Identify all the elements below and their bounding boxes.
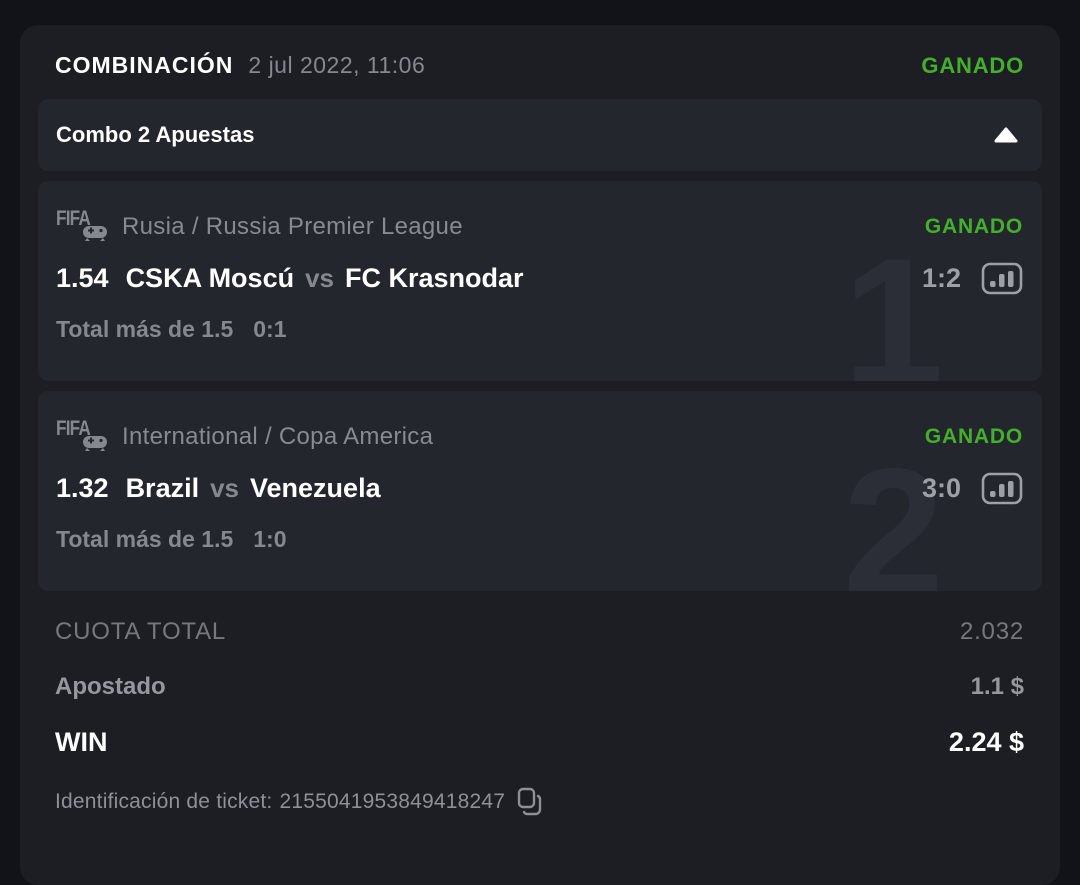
home-team: CSKA Moscú xyxy=(125,263,295,293)
bet-match-row: 1.32 Brazil vs Venezuela 3:0 xyxy=(56,472,1023,505)
bar-chart-icon[interactable] xyxy=(981,262,1023,295)
match-score: 3:0 xyxy=(921,473,961,503)
total-odds-label: CUOTA TOTAL xyxy=(55,618,227,645)
win-row: WIN 2.24 $ xyxy=(55,727,1024,758)
bet-market-row: Total más de 1.5 1:0 xyxy=(56,526,1023,553)
away-team: FC Krasnodar xyxy=(345,263,524,293)
bet-market: Total más de 1.5 xyxy=(56,316,234,342)
match-score: 1:2 xyxy=(921,263,961,293)
bet-league: International / Copa America xyxy=(122,423,434,450)
bet-market-row: Total más de 1.5 0:1 xyxy=(56,316,1023,343)
ticket-id-value: 2155041953849418247 xyxy=(279,789,506,813)
fifa-logo: FIFA xyxy=(56,207,110,247)
copy-icon[interactable] xyxy=(517,787,542,816)
bet-card-1: 1 FIFA Rusia / Russia Premier League GAN… xyxy=(38,181,1042,381)
gamepad-icon xyxy=(82,435,108,457)
vs-label: vs xyxy=(210,473,240,503)
bet-league-row: FIFA Rusia / Russia Premier League GANAD… xyxy=(56,207,1023,247)
bet-odds: 1.32 xyxy=(56,473,109,503)
ticket-status-badge: GANADO xyxy=(921,52,1024,78)
win-label: WIN xyxy=(55,727,108,757)
total-odds-value: 2.032 xyxy=(959,618,1024,645)
bet-market: Total más de 1.5 xyxy=(56,526,234,552)
chevron-up-icon[interactable] xyxy=(994,127,1018,143)
ticket-id-label: Identificación de ticket: xyxy=(55,789,273,813)
fifa-logo: FIFA xyxy=(56,417,110,457)
bet-status-badge: GANADO xyxy=(924,215,1023,238)
combo-collapse-bar[interactable]: Combo 2 Apuestas xyxy=(38,99,1042,171)
home-team: Brazil xyxy=(125,473,200,503)
ticket-id-row: Identificación de ticket: 21550419538494… xyxy=(55,787,1024,816)
bet-card-2: 2 FIFA International / Copa America GANA… xyxy=(38,391,1042,591)
stake-row: Apostado 1.1 $ xyxy=(55,673,1024,701)
bet-match-row: 1.54 CSKA Moscú vs FC Krasnodar 1:2 xyxy=(56,262,1023,295)
ticket-header: COMBINACIÓN 2 jul 2022, 11:06 GANADO xyxy=(20,25,1060,99)
bet-ticket-card: COMBINACIÓN 2 jul 2022, 11:06 GANADO Com… xyxy=(20,25,1060,885)
stake-value: 1.1 $ xyxy=(970,673,1024,700)
bet-number-watermark: 2 xyxy=(842,430,944,591)
ticket-datetime: 2 jul 2022, 11:06 xyxy=(248,52,426,78)
ticket-summary: CUOTA TOTAL 2.032 Apostado 1.1 $ WIN 2.2… xyxy=(20,591,1060,816)
bet-odds: 1.54 xyxy=(56,263,109,293)
bet-league: Rusia / Russia Premier League xyxy=(122,213,463,240)
bar-chart-icon[interactable] xyxy=(981,472,1023,505)
bet-status-badge: GANADO xyxy=(924,425,1023,448)
stake-label: Apostado xyxy=(55,673,166,700)
away-team: Venezuela xyxy=(250,473,381,503)
win-value: 2.24 $ xyxy=(948,727,1024,757)
vs-label: vs xyxy=(305,263,334,293)
gamepad-icon xyxy=(82,225,108,247)
total-odds-row: CUOTA TOTAL 2.032 xyxy=(55,618,1024,646)
bet-market-score: 1:0 xyxy=(253,526,287,552)
bet-league-row: FIFA International / Copa America GANADO xyxy=(56,417,1023,457)
combo-label: Combo 2 Apuestas xyxy=(56,122,255,147)
bet-market-score: 0:1 xyxy=(253,316,287,342)
bet-number-watermark: 1 xyxy=(842,220,944,381)
ticket-type-label: COMBINACIÓN xyxy=(55,52,234,78)
